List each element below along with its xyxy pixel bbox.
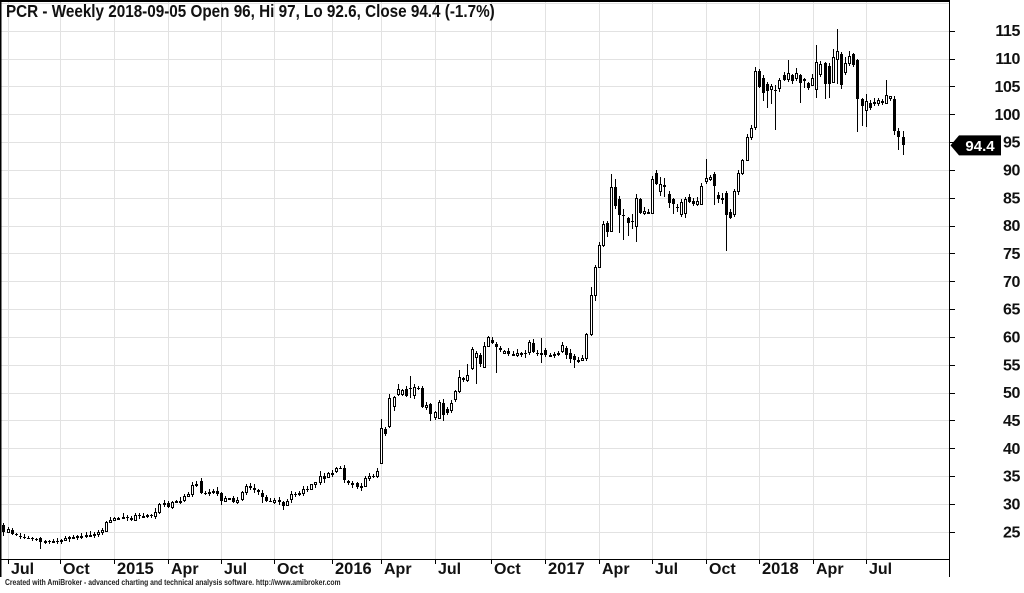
- svg-text:Oct: Oct: [277, 561, 304, 578]
- svg-text:110: 110: [995, 51, 1020, 68]
- svg-text:25: 25: [1003, 524, 1020, 541]
- svg-text:75: 75: [1003, 246, 1020, 263]
- svg-text:115: 115: [995, 23, 1020, 40]
- svg-text:60: 60: [1003, 329, 1020, 346]
- svg-text:Apr: Apr: [384, 561, 412, 578]
- svg-text:Jul: Jul: [869, 561, 892, 578]
- svg-text:65: 65: [1003, 302, 1020, 319]
- svg-text:2017: 2017: [548, 560, 585, 578]
- svg-text:70: 70: [1003, 274, 1020, 291]
- svg-text:50: 50: [1003, 385, 1020, 402]
- svg-text:30: 30: [1003, 496, 1020, 513]
- svg-text:Apr: Apr: [816, 561, 844, 578]
- svg-text:90: 90: [1003, 162, 1020, 179]
- svg-text:40: 40: [1003, 441, 1020, 458]
- svg-text:Oct: Oct: [709, 561, 736, 578]
- svg-text:2016: 2016: [335, 560, 372, 578]
- svg-text:Created with AmiBroker - advan: Created with AmiBroker - advanced charti…: [5, 578, 341, 588]
- svg-text:100: 100: [995, 107, 1021, 124]
- svg-text:35: 35: [1003, 469, 1020, 486]
- svg-text:Oct: Oct: [494, 561, 521, 578]
- svg-text:80: 80: [1003, 218, 1020, 235]
- svg-text:Apr: Apr: [171, 561, 199, 578]
- svg-text:PCR - Weekly 2018-09-05 Open 9: PCR - Weekly 2018-09-05 Open 96, Hi 97, …: [6, 2, 495, 21]
- svg-text:2018: 2018: [762, 560, 799, 578]
- svg-text:2015: 2015: [117, 560, 154, 578]
- svg-text:Jul: Jul: [438, 561, 461, 578]
- svg-text:94.4: 94.4: [965, 138, 995, 155]
- svg-text:Jul: Jul: [655, 561, 678, 578]
- svg-text:Apr: Apr: [602, 561, 630, 578]
- svg-text:Jul: Jul: [224, 561, 247, 578]
- svg-text:85: 85: [1003, 190, 1020, 207]
- svg-text:Jul: Jul: [11, 561, 34, 578]
- svg-text:105: 105: [995, 79, 1021, 96]
- svg-text:45: 45: [1003, 413, 1020, 430]
- svg-text:Oct: Oct: [63, 561, 90, 578]
- svg-text:95: 95: [1003, 135, 1020, 152]
- svg-text:55: 55: [1003, 357, 1020, 374]
